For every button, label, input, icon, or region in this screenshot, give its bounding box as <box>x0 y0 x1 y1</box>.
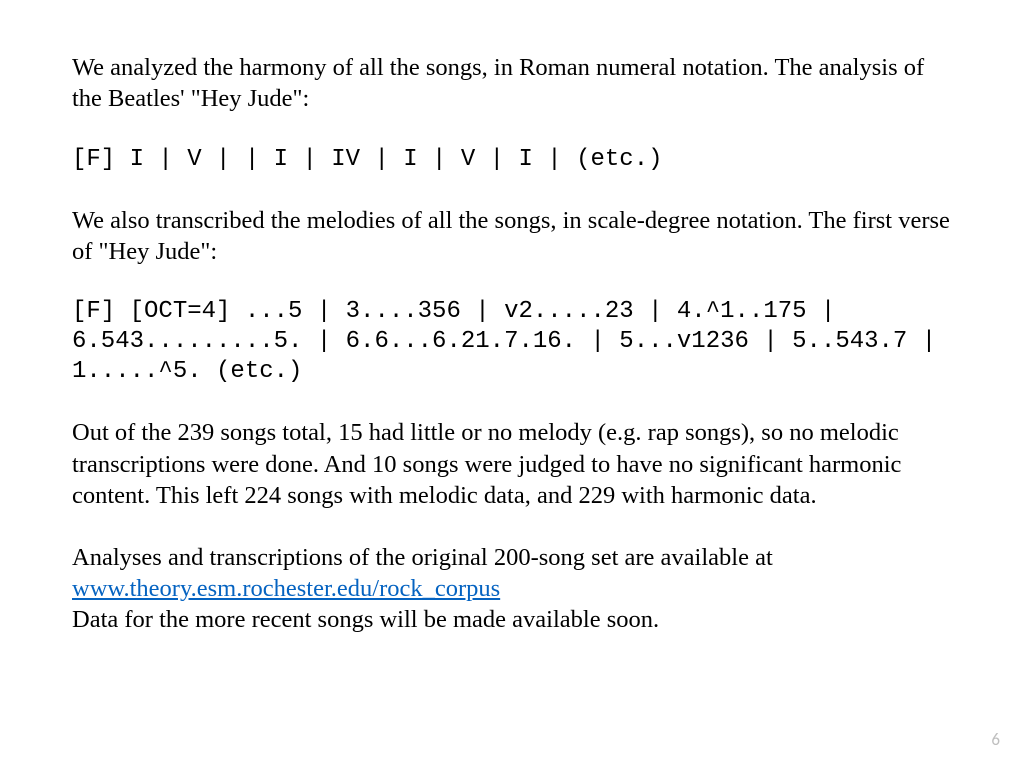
availability-posttext: Data for the more recent songs will be m… <box>72 606 659 633</box>
slide: We analyzed the harmony of all the songs… <box>0 0 1024 768</box>
code-harmony-heyjude: [F] I | V | | I | IV | I | V | I | (etc.… <box>72 145 952 175</box>
paragraph-corpus-stats: Out of the 239 songs total, 15 had littl… <box>72 417 952 511</box>
availability-pretext: Analyses and transcriptions of the origi… <box>72 544 773 571</box>
paragraph-melody-intro: We also transcribed the melodies of all … <box>72 205 952 268</box>
paragraph-availability: Analyses and transcriptions of the origi… <box>72 542 952 636</box>
paragraph-harmony-intro: We analyzed the harmony of all the songs… <box>72 52 952 115</box>
rock-corpus-link[interactable]: www.theory.esm.rochester.edu/rock_corpus <box>72 575 500 602</box>
code-melody-heyjude: [F] [OCT=4] ...5 | 3....356 | v2.....23 … <box>72 297 952 387</box>
page-number: 6 <box>991 729 1000 750</box>
